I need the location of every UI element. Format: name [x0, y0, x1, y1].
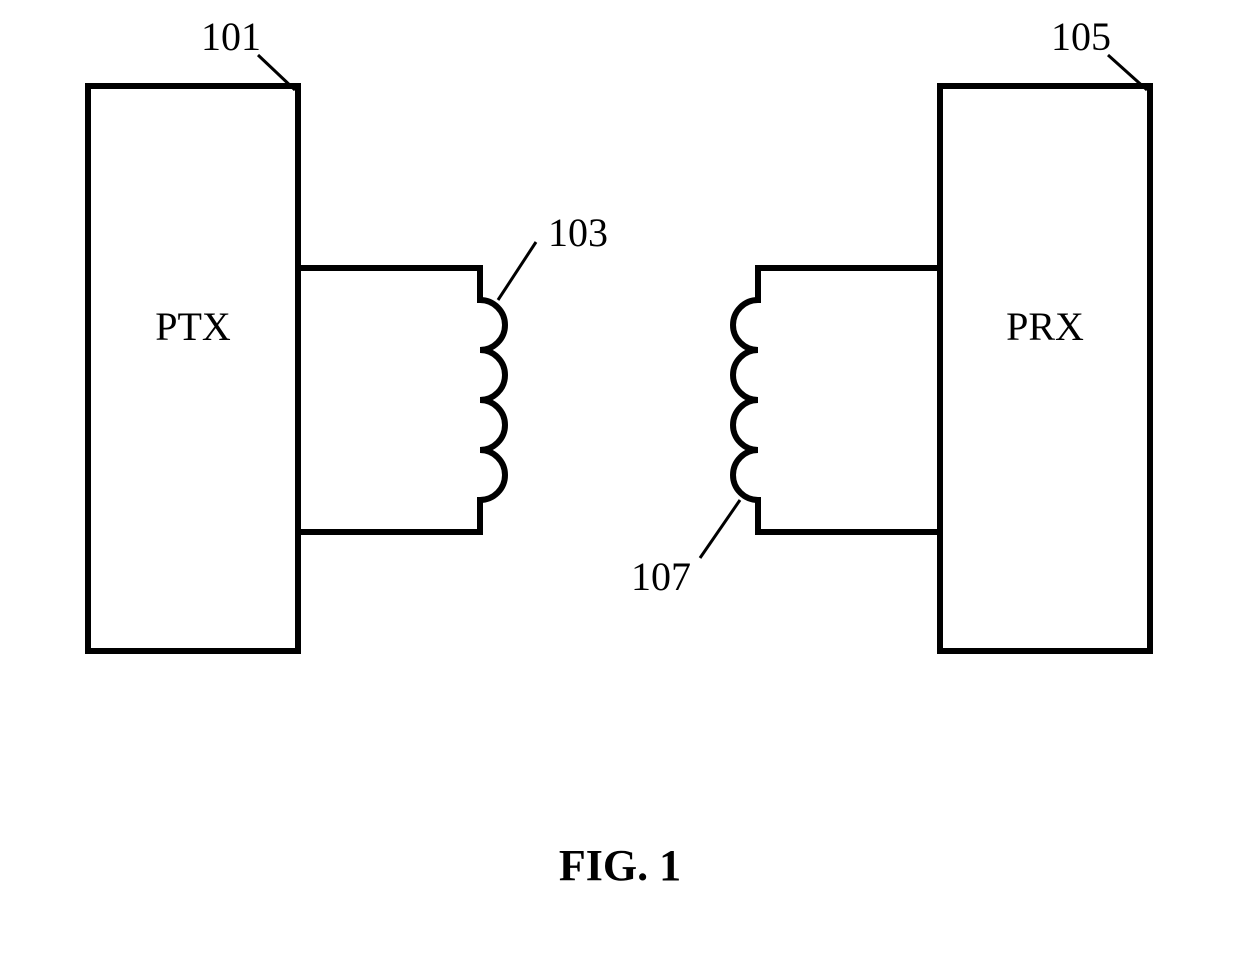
- ptx-label: PTX: [155, 304, 231, 349]
- ref-101: 101: [201, 14, 261, 59]
- tx-wire-bottom: [298, 500, 480, 532]
- rx-wire-top: [758, 268, 940, 300]
- ref-105: 105: [1051, 14, 1111, 59]
- ref-103: 103: [548, 210, 608, 255]
- ref-107: 107: [631, 554, 691, 599]
- tx-coil: [480, 300, 505, 500]
- prx-block: [940, 86, 1150, 651]
- rx-coil: [733, 300, 758, 500]
- ptx-block: [88, 86, 298, 651]
- prx-label: PRX: [1006, 304, 1084, 349]
- leader-103: [498, 242, 536, 300]
- figure-caption: FIG. 1: [559, 841, 681, 890]
- tx-wire-top: [298, 268, 480, 300]
- leader-107: [700, 500, 740, 558]
- figure-canvas: PTX PRX 101 105 103 107 FIG. 1: [0, 0, 1240, 962]
- rx-wire-bottom: [758, 500, 940, 532]
